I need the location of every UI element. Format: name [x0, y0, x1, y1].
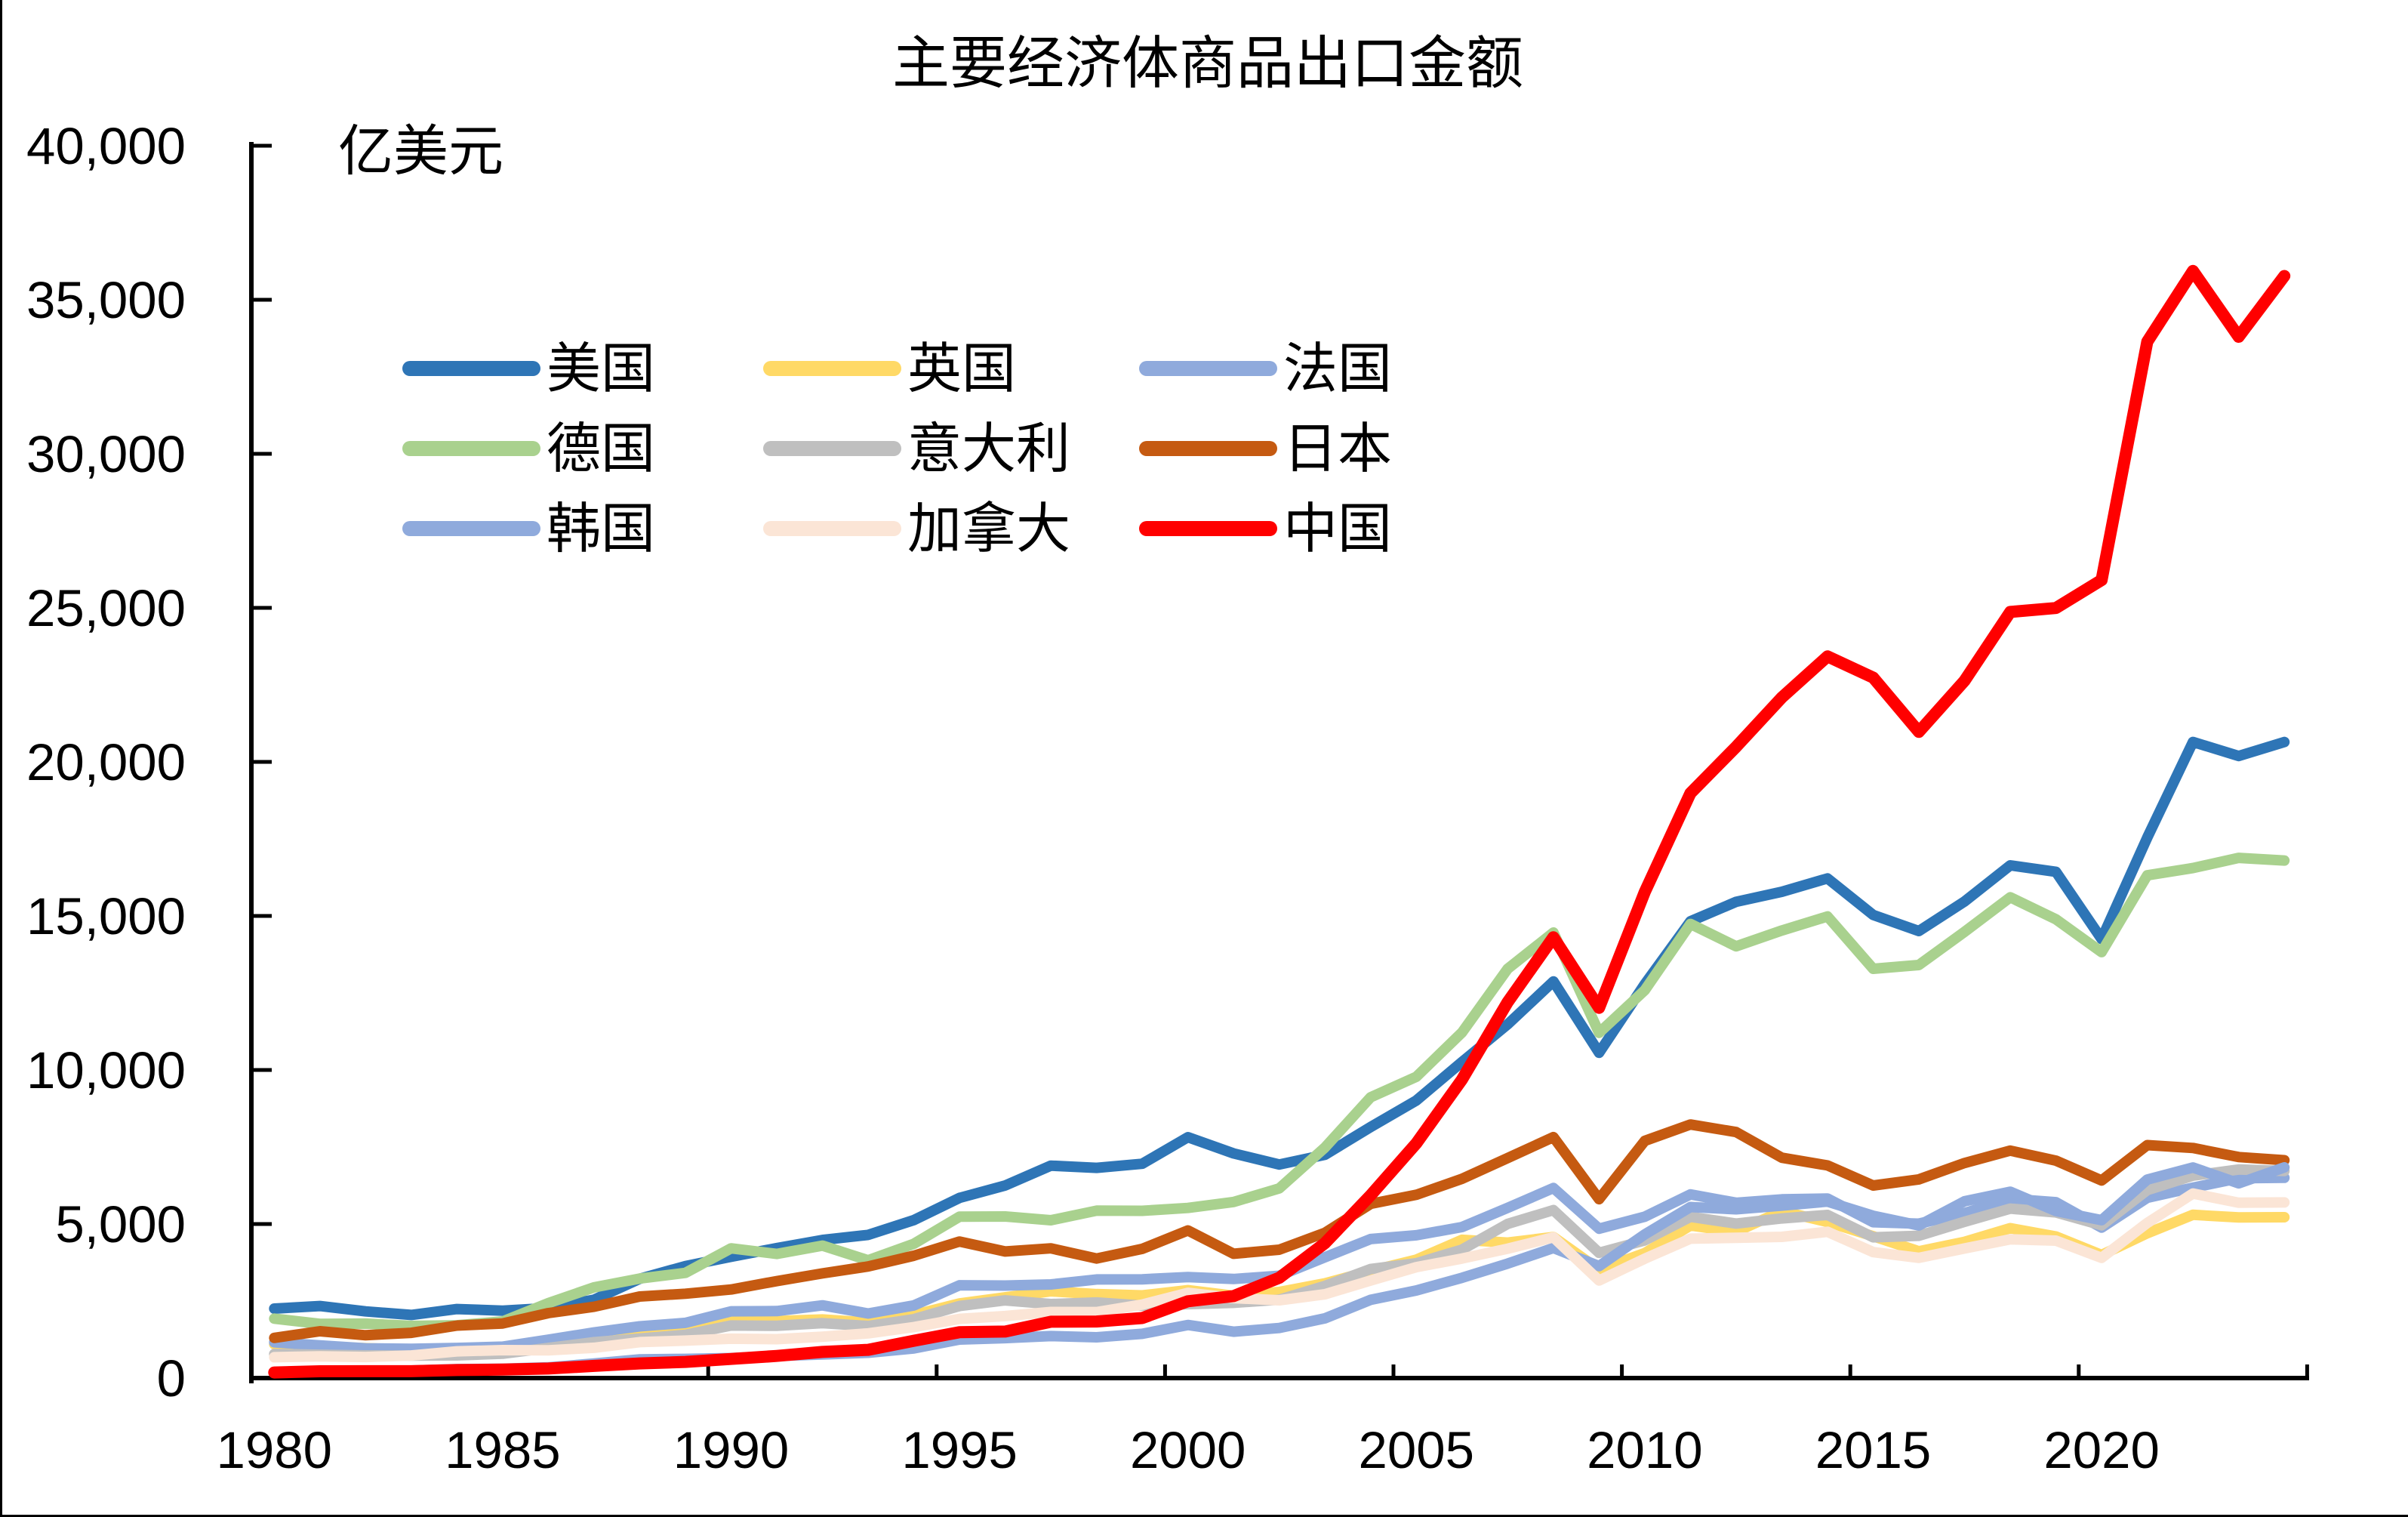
x-tick-label-2010: 2010 — [1587, 1421, 1703, 1479]
y-tick-label-30,000: 30,000 — [26, 425, 186, 483]
legend-item-korea: 韩国 — [402, 499, 655, 560]
legend-swatch-china — [1139, 521, 1277, 536]
legend-swatch-canada — [763, 521, 901, 536]
legend-label-china: 中国 — [1283, 499, 1392, 560]
legend-swatch-france — [1139, 361, 1277, 376]
x-tick-label-1985: 1985 — [445, 1421, 561, 1479]
x-tick-label-2015: 2015 — [1815, 1421, 1932, 1479]
y-tick-label-0: 0 — [157, 1349, 186, 1408]
x-tick-label-2020: 2020 — [2043, 1421, 2160, 1479]
legend-item-italy: 意大利 — [763, 419, 1070, 479]
series-line-japan — [269, 1119, 2290, 1343]
series-line-canada — [269, 1188, 2290, 1363]
x-tick-label-2005: 2005 — [1359, 1421, 1475, 1479]
x-tick-label-2000: 2000 — [1130, 1421, 1246, 1479]
legend-label-japan: 日本 — [1283, 419, 1392, 479]
series-lines — [268, 264, 2291, 1379]
x-tick-label-1980: 1980 — [217, 1421, 333, 1479]
legend-swatch-usa — [402, 361, 540, 376]
legend-swatch-korea — [402, 521, 540, 536]
legend-swatch-japan — [1139, 441, 1277, 456]
y-tick-label-10,000: 10,000 — [26, 1041, 186, 1099]
legend-label-germany: 德国 — [547, 419, 655, 479]
legend-item-uk: 英国 — [763, 339, 1016, 399]
legend-item-china: 中国 — [1139, 499, 1392, 560]
legend-label-korea: 韩国 — [547, 499, 655, 560]
axes: 0 5,000 10,000 15,000 20,000 25,000 30,000 35,0… — [26, 117, 2309, 1479]
series-line-germany — [269, 853, 2290, 1331]
y-tick-label-35,000: 35,000 — [26, 271, 186, 329]
series-line-usa — [269, 736, 2290, 1321]
legend-swatch-uk — [763, 361, 901, 376]
y-tick-label-5,000: 5,000 — [55, 1195, 186, 1253]
legend-item-canada: 加拿大 — [763, 499, 1070, 560]
unit-label: 亿美元 — [338, 121, 503, 182]
legend-item-japan: 日本 — [1139, 419, 1392, 479]
legend-label-france: 法国 — [1283, 339, 1392, 399]
legend-item-france: 法国 — [1139, 339, 1392, 399]
legend-label-canada: 加拿大 — [907, 499, 1070, 560]
y-tick-label-40,000: 40,000 — [26, 117, 186, 175]
x-tick-label-1990: 1990 — [673, 1421, 790, 1479]
legend-label-uk: 英国 — [907, 339, 1016, 399]
legend-swatch-italy — [763, 441, 901, 456]
legend-swatch-germany — [402, 441, 540, 456]
legend-label-usa: 美国 — [547, 339, 655, 399]
page-border-left — [0, 0, 2, 1517]
y-tick-label-20,000: 20,000 — [26, 733, 186, 791]
legend-item-germany: 德国 — [402, 419, 655, 479]
x-tick-label-1995: 1995 — [901, 1421, 1018, 1479]
chart-title: 主要经济体商品出口金额 — [892, 32, 1523, 96]
legend-item-usa: 美国 — [402, 339, 655, 399]
y-tick-label-25,000: 25,000 — [26, 579, 186, 637]
page-border-bottom — [0, 1515, 2408, 1517]
y-tick-label-15,000: 15,000 — [26, 887, 186, 945]
legend-label-italy: 意大利 — [907, 419, 1070, 479]
series-line-china — [268, 264, 2291, 1379]
